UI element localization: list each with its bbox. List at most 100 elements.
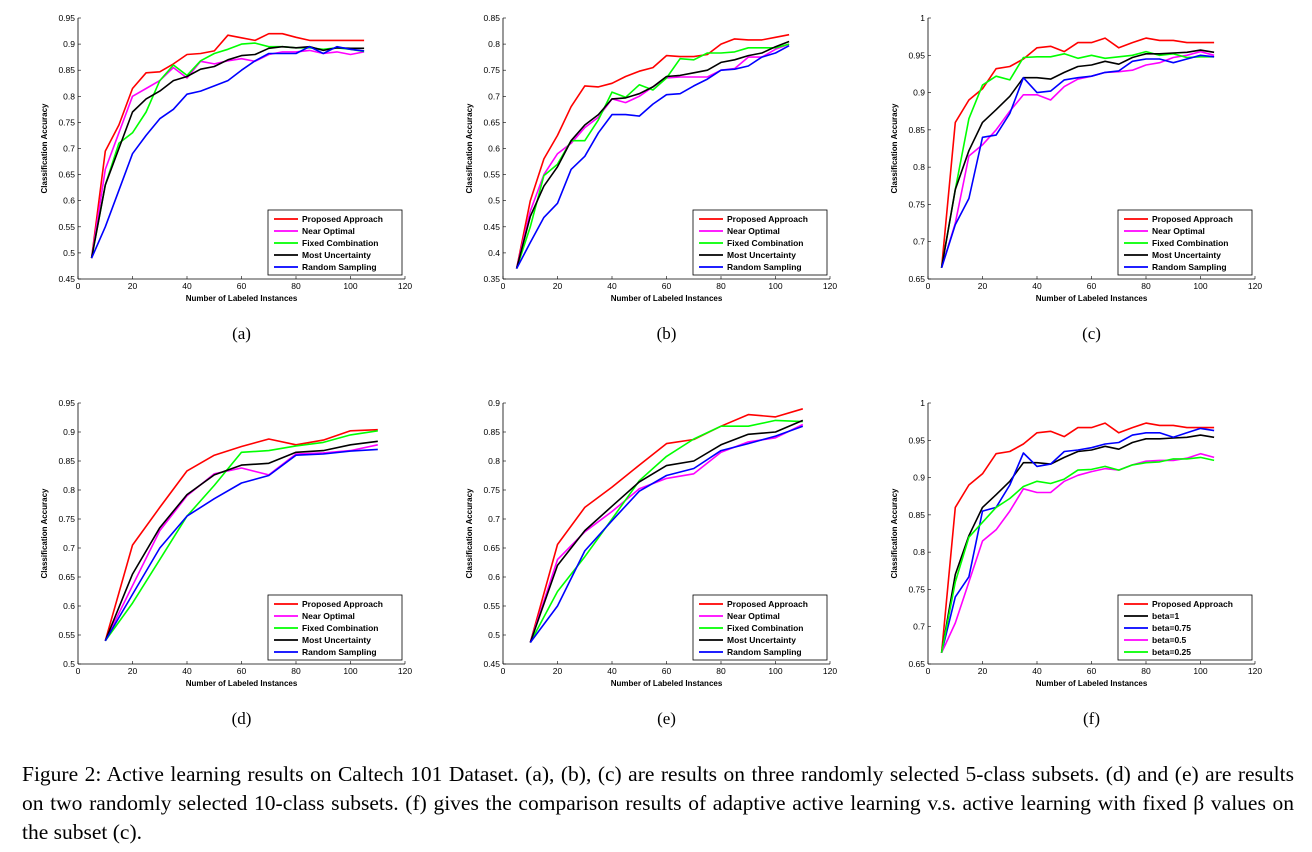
y-tick-label: 0.7: [488, 91, 500, 101]
series-line-most-uncertainty: [515, 40, 790, 269]
y-tick-label: 0.7: [913, 622, 925, 632]
series-line-beta-0-25: [940, 456, 1215, 653]
x-tick-label: 0: [501, 666, 506, 676]
legend-label: Proposed Approach: [1152, 599, 1233, 609]
y-tick-label: 0.75: [908, 199, 925, 209]
series-line-fixed-combination: [515, 43, 790, 269]
y-axis-label: Classification Accuracy: [465, 488, 474, 579]
x-tick-label: 80: [1141, 281, 1151, 291]
x-tick-label: 80: [291, 281, 301, 291]
y-tick-label: 0.7: [488, 514, 500, 524]
panel-label-f: (f): [1083, 709, 1100, 728]
x-tick-label: 120: [823, 281, 837, 291]
y-tick-label: 0.9: [63, 39, 75, 49]
y-tick-label: 0.9: [63, 427, 75, 437]
series-line-most-uncertainty: [940, 49, 1215, 268]
x-tick-label: 40: [1032, 281, 1042, 291]
y-tick-label: 0.85: [483, 13, 500, 23]
x-tick-label: 60: [662, 281, 672, 291]
x-tick-label: 0: [926, 281, 931, 291]
y-axis-label: Classification Accuracy: [465, 103, 474, 194]
y-tick-label: 0.8: [488, 456, 500, 466]
series-line-proposed-approach: [940, 422, 1215, 653]
y-tick-label: 0.9: [913, 88, 925, 98]
x-axis-label: Number of Labeled Instances: [186, 679, 298, 688]
y-tick-label: 0.95: [58, 398, 75, 408]
chart-e: 0 20 40 60 80 100 120 0.45 0.5 0.55 0.6 0.65 0.7 0.75…: [465, 398, 837, 688]
x-tick-label: 0: [501, 281, 506, 291]
legend-label: beta=0.5: [1152, 635, 1187, 645]
y-tick-label: 0.95: [58, 13, 75, 23]
x-tick-label: 120: [1248, 666, 1262, 676]
y-tick-label: 0.8: [488, 39, 500, 49]
series-line-random-sampling: [104, 448, 378, 642]
y-tick-label: 1: [920, 13, 925, 23]
series-line-near-optimal: [90, 49, 365, 259]
y-tick-label: 0.85: [908, 510, 925, 520]
y-tick-label: 0.5: [488, 630, 500, 640]
series-line-proposed-approach: [515, 33, 790, 269]
panel-label-d: (d): [231, 709, 252, 728]
y-axis-label: Classification Accuracy: [890, 488, 899, 579]
legend-label: Random Sampling: [1152, 262, 1227, 272]
x-tick-label: 0: [76, 281, 81, 291]
y-tick-label: 0.45: [58, 274, 75, 284]
chart-b: 0 20 40 60 80 100 120 0.35 0.4 0.45 0.5 0.55 0.6 0.65…: [465, 13, 837, 303]
chart-a: 0 20 40 60 80 100 120 0.45 0.5 0.55 0.6 0.65 0.7 0.75…: [40, 13, 412, 303]
figure-caption: Figure 2: Active learning results on Cal…: [22, 762, 1294, 844]
y-tick-label: 0.95: [908, 435, 925, 445]
x-tick-label: 100: [343, 281, 357, 291]
y-tick-label: 0.35: [483, 274, 500, 284]
y-tick-label: 0.65: [483, 543, 500, 553]
series-line-most-uncertainty: [90, 45, 365, 259]
series-line-proposed-approach: [90, 32, 365, 259]
legend-label: Proposed Approach: [302, 214, 383, 224]
legend-label: Fixed Combination: [727, 623, 804, 633]
x-tick-label: 40: [1032, 666, 1042, 676]
y-tick-label: 0.6: [488, 144, 500, 154]
y-tick-label: 0.7: [913, 237, 925, 247]
legend-label: Most Uncertainty: [727, 250, 796, 260]
x-axis-label: Number of Labeled Instances: [1036, 679, 1148, 688]
legend-label: Near Optimal: [1152, 226, 1205, 236]
legend-label: Most Uncertainty: [302, 635, 371, 645]
y-tick-label: 0.75: [58, 514, 75, 524]
y-axis-label: Classification Accuracy: [890, 103, 899, 194]
y-tick-label: 0.85: [483, 427, 500, 437]
legend-label: Fixed Combination: [1152, 238, 1229, 248]
y-tick-label: 0.75: [483, 485, 500, 495]
legend-label: beta=0.75: [1152, 623, 1191, 633]
x-tick-label: 120: [398, 666, 412, 676]
y-tick-label: 0.45: [483, 659, 500, 669]
legend-label: Fixed Combination: [302, 238, 379, 248]
y-tick-label: 0.85: [58, 456, 75, 466]
y-tick-label: 0.65: [58, 170, 75, 180]
x-tick-label: 100: [1193, 281, 1207, 291]
x-tick-label: 100: [768, 666, 782, 676]
y-tick-label: 0.8: [63, 91, 75, 101]
y-tick-label: 0.8: [913, 547, 925, 557]
legend-label: beta=0.25: [1152, 647, 1191, 657]
legend-label: Near Optimal: [302, 226, 355, 236]
x-tick-label: 20: [978, 281, 988, 291]
x-tick-label: 0: [926, 666, 931, 676]
series-line-near-optimal: [104, 444, 378, 642]
series-line-proposed-approach: [529, 408, 804, 643]
series-line-random-sampling: [940, 54, 1215, 269]
legend-label: Proposed Approach: [1152, 214, 1233, 224]
x-tick-label: 40: [607, 666, 617, 676]
y-tick-label: 0.75: [908, 584, 925, 594]
legend-box: [692, 594, 828, 661]
y-axis-label: Classification Accuracy: [40, 488, 49, 579]
x-tick-label: 100: [768, 281, 782, 291]
x-tick-label: 40: [182, 666, 192, 676]
chart-c: 0 20 40 60 80 100 120 0.65 0.7 0.75 0.8 0.85 0.9 0.95…: [890, 13, 1262, 303]
legend-label: Proposed Approach: [302, 599, 383, 609]
panel-label-a: (a): [232, 324, 251, 343]
series-line-beta-1: [940, 434, 1215, 653]
x-tick-label: 80: [716, 666, 726, 676]
legend-label: Fixed Combination: [302, 623, 379, 633]
y-tick-label: 0.9: [488, 398, 500, 408]
y-tick-label: 0.55: [483, 601, 500, 611]
y-tick-label: 0.65: [58, 572, 75, 582]
